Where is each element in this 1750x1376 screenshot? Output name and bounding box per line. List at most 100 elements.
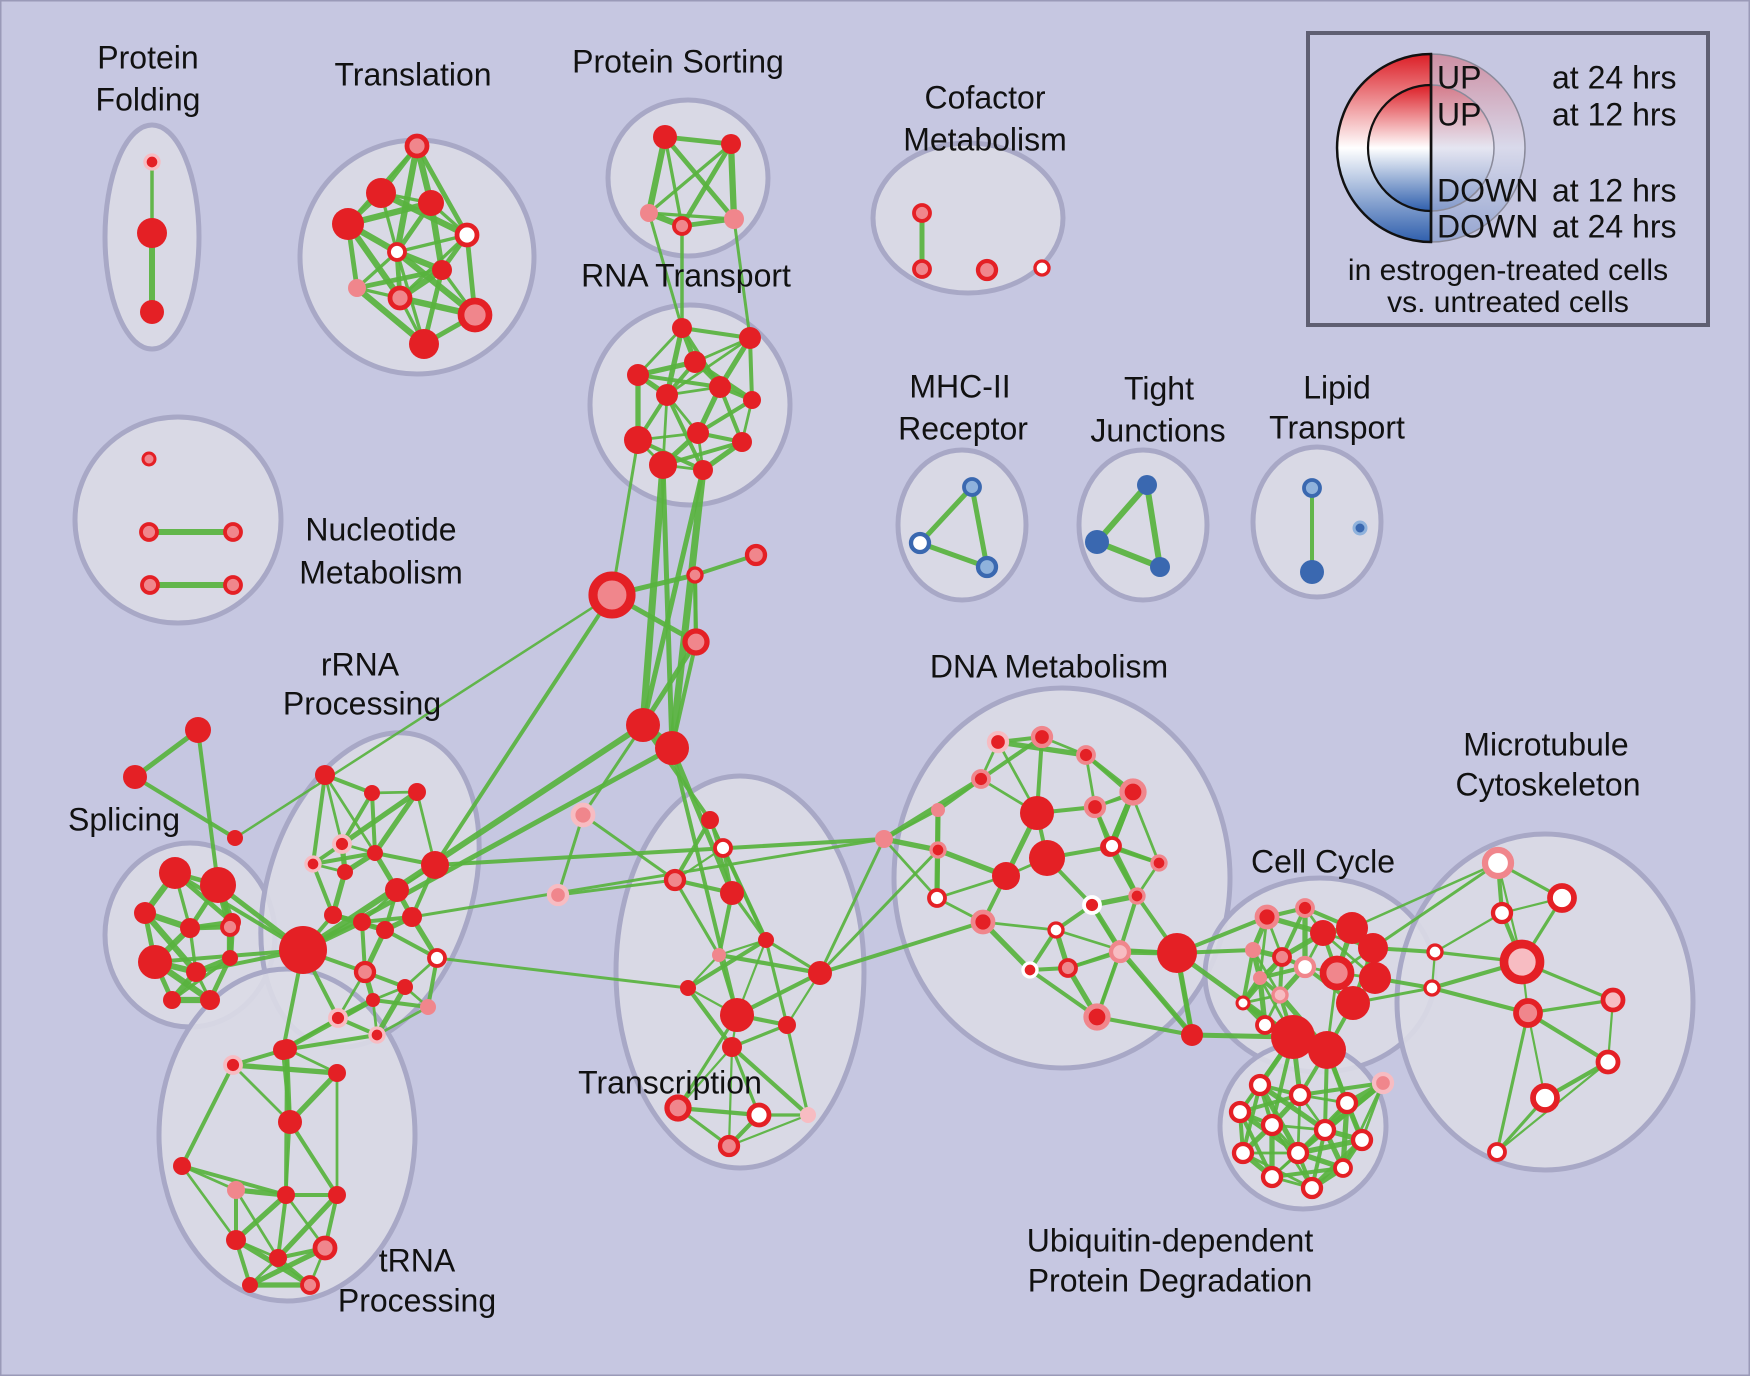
edge-rna-transport <box>680 326 752 340</box>
gene-node-protein-sorting <box>724 209 744 229</box>
cluster-label-cell-cycle: Cell Cycle <box>1251 843 1395 879</box>
gene-node-rna-transport <box>649 451 677 479</box>
edge-dna-metabolism <box>1054 928 1122 952</box>
gene-node-transcription <box>663 868 687 892</box>
edge-trna-processing <box>247 1245 328 1288</box>
gene-node-dna-metabolism <box>1058 958 1078 978</box>
edge-intercluster-link <box>1371 861 1500 950</box>
edge-transcription <box>727 1113 810 1148</box>
gene-node-transcription <box>758 932 774 948</box>
edge-central-connectors <box>556 813 585 897</box>
gene-node-splicing <box>200 990 220 1010</box>
gene-node-transcription <box>680 980 696 996</box>
gene-node-transcription <box>778 1016 796 1034</box>
edge-transcription <box>676 1013 739 1110</box>
gene-node-mhc-ii-receptor <box>975 555 999 579</box>
legend-note-line-1: vs. untreated cells <box>1387 286 1629 319</box>
gene-node-trna-processing <box>173 1157 191 1175</box>
gene-node-cell-cycle <box>1271 1015 1315 1059</box>
edge-intercluster-link <box>732 217 752 340</box>
gene-node-tight-junctions <box>1150 557 1170 577</box>
edge-dna-metabolism <box>1130 793 1161 865</box>
gene-node-cell-cycle <box>1308 1031 1346 1069</box>
edge-intercluster-link <box>610 438 640 597</box>
edge-dna-metabolism <box>979 735 1044 781</box>
gene-node-trna-processing <box>328 1064 346 1082</box>
cluster-ellipse-microtubule-cytoskeleton <box>1394 831 1696 1173</box>
gene-node-cell-cycle <box>1336 986 1370 1020</box>
gene-node-rna-transport <box>672 318 692 338</box>
gene-node-trna-processing <box>223 1055 243 1075</box>
gene-node-nucleotide-metabolism <box>223 522 243 542</box>
gene-node-dna-metabolism <box>1157 933 1197 973</box>
gene-node-ubiquitin-degradation <box>1300 1176 1324 1200</box>
edge-transcription <box>729 1044 811 1118</box>
edge-rrna-processing <box>311 862 335 917</box>
edge-intercluster-link <box>647 211 684 330</box>
gene-node-rrna-processing <box>353 913 371 931</box>
gene-node-microtubule-cytoskeleton <box>1595 1049 1621 1075</box>
edge-rrna-processing <box>323 773 344 846</box>
edge-microtubule-cytoskeleton <box>1429 985 1531 1016</box>
legend-direction-2: DOWN <box>1437 172 1538 208</box>
edge-transcription <box>673 878 721 957</box>
legend-note-line-0: in estrogen-treated cells <box>1348 254 1668 287</box>
cluster-label-lipid-transport: Lipid <box>1303 369 1371 405</box>
cluster-label-translation: Translation <box>334 56 491 92</box>
gene-node-rrna-processing <box>353 960 377 984</box>
edge-microtubule-cytoskeleton <box>1433 911 1504 954</box>
gene-node-central-connectors <box>744 543 768 567</box>
gene-node-cell-cycle <box>1272 947 1292 967</box>
gene-node-transcription <box>800 1107 816 1123</box>
gene-node-trna-processing <box>226 1230 246 1250</box>
edge-protein-sorting <box>645 133 669 217</box>
gene-node-transcription <box>746 1102 772 1128</box>
gene-node-ubiquitin-degradation <box>1313 1118 1337 1142</box>
gene-node-transcription <box>664 1094 692 1122</box>
gene-node-rrna-processing <box>408 783 426 801</box>
cluster-label-cofactor-metabolism: Cofactor <box>925 79 1046 115</box>
cluster-ellipse-lipid-transport <box>1250 444 1384 600</box>
edge-dna-metabolism <box>1095 1015 1194 1037</box>
edge-rrna-processing <box>281 1033 379 1052</box>
nodes-layer <box>123 125 1626 1295</box>
edge-trna-processing <box>288 1120 339 1197</box>
gene-node-lipid-transport <box>1302 478 1322 498</box>
gene-node-rrna-processing <box>420 999 436 1015</box>
gene-node-rna-transport <box>732 432 752 452</box>
edge-trna-processing <box>233 1192 289 1243</box>
legend-time-3: at 24 hrs <box>1552 208 1677 244</box>
gene-node-cell-cycle <box>1293 955 1317 979</box>
gene-node-splicing-triangle <box>185 717 211 743</box>
gene-node-ubiquitin-degradation <box>1260 1113 1284 1137</box>
edge-intercluster-link <box>668 466 707 752</box>
gene-node-protein-folding <box>143 153 161 171</box>
gene-node-dna-metabolism <box>1083 1003 1111 1031</box>
edge-intercluster-link <box>670 746 739 1017</box>
cluster-label-microtubule-cytoskeleton: Cytoskeleton <box>1456 766 1641 802</box>
gene-node-rna-transport <box>624 426 652 454</box>
gene-node-cell-cycle <box>1254 904 1280 930</box>
gene-node-microtubule-cytoskeleton <box>1490 901 1514 925</box>
gene-node-translation <box>348 279 366 297</box>
gene-node-cofactor-metabolism <box>912 259 932 279</box>
edge-intercluster-link <box>281 1048 292 1124</box>
gene-node-rna-transport <box>687 422 709 444</box>
gene-node-dna-metabolism <box>1076 745 1096 765</box>
cluster-label-tight-junctions: Tight <box>1124 370 1194 406</box>
gene-node-translation <box>404 133 430 159</box>
gene-node-dna-metabolism <box>1020 796 1054 830</box>
gene-node-rrna-processing <box>368 1026 386 1044</box>
edge-mhc-ii-receptor <box>917 540 990 570</box>
cluster-label-transcription: Transcription <box>578 1064 762 1100</box>
gene-node-splicing <box>180 918 200 938</box>
gene-node-cell-cycle <box>1319 955 1355 991</box>
edge-trna-processing <box>275 1192 340 1261</box>
gene-node-splicing <box>134 902 156 924</box>
edge-intercluster-link <box>1350 861 1500 930</box>
gene-node-rrna-processing <box>385 878 409 902</box>
cluster-label-rna-transport: RNA Transport <box>581 257 791 293</box>
edge-protein-sorting <box>727 140 738 223</box>
gene-node-rrna-processing <box>397 979 413 995</box>
